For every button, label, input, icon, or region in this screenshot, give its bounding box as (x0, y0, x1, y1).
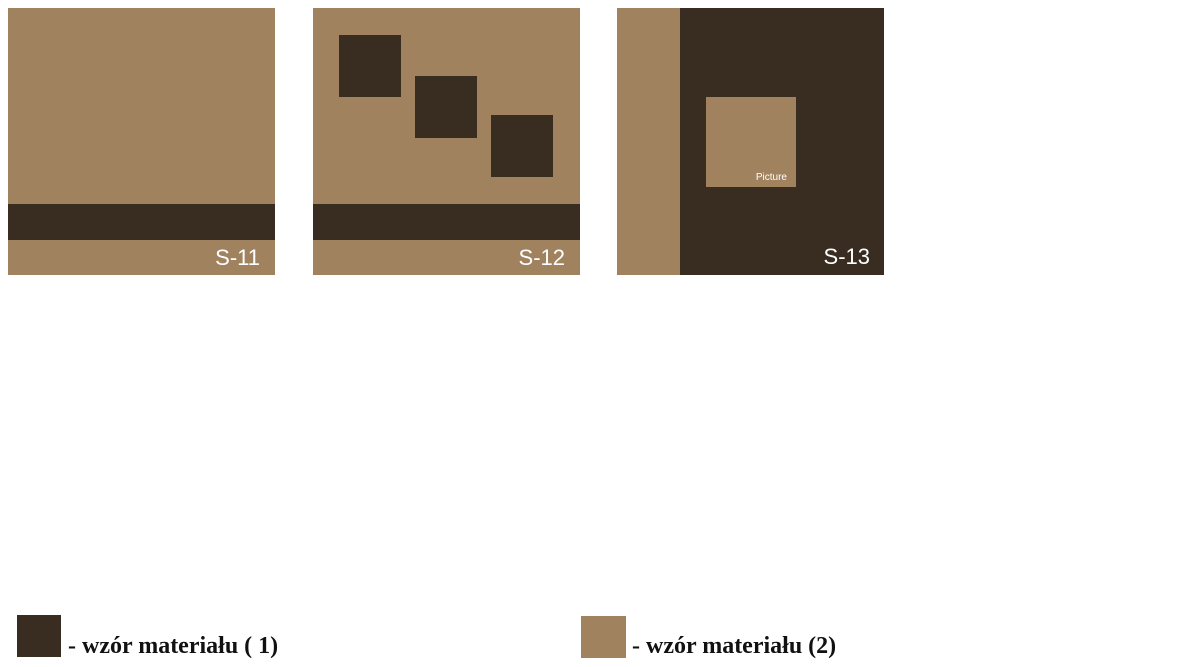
dark-square (339, 35, 401, 97)
legend-label: - wzór materiału (2) (632, 633, 836, 659)
panel-s12: S-12 (313, 8, 580, 275)
dark-square (491, 115, 553, 177)
panel-s11: S-11 (8, 8, 275, 275)
panel-label: S-11 (215, 245, 260, 270)
dark-strip (8, 204, 275, 240)
legend-label: - wzór materiału ( 1) (68, 633, 278, 659)
light-strip (617, 8, 680, 275)
legend-swatch (581, 616, 626, 658)
dark-strip (313, 204, 580, 240)
dark-square (415, 76, 477, 138)
panel-label: S-12 (519, 245, 565, 270)
legend: - wzór materiału ( 1) - wzór materiału (… (17, 615, 836, 659)
panel-label: S-13 (824, 244, 870, 269)
picture-label: Picture (756, 172, 788, 183)
picture-area (706, 97, 796, 187)
legend-swatch (17, 615, 61, 657)
panel-s13: Picture S-13 (617, 8, 884, 275)
